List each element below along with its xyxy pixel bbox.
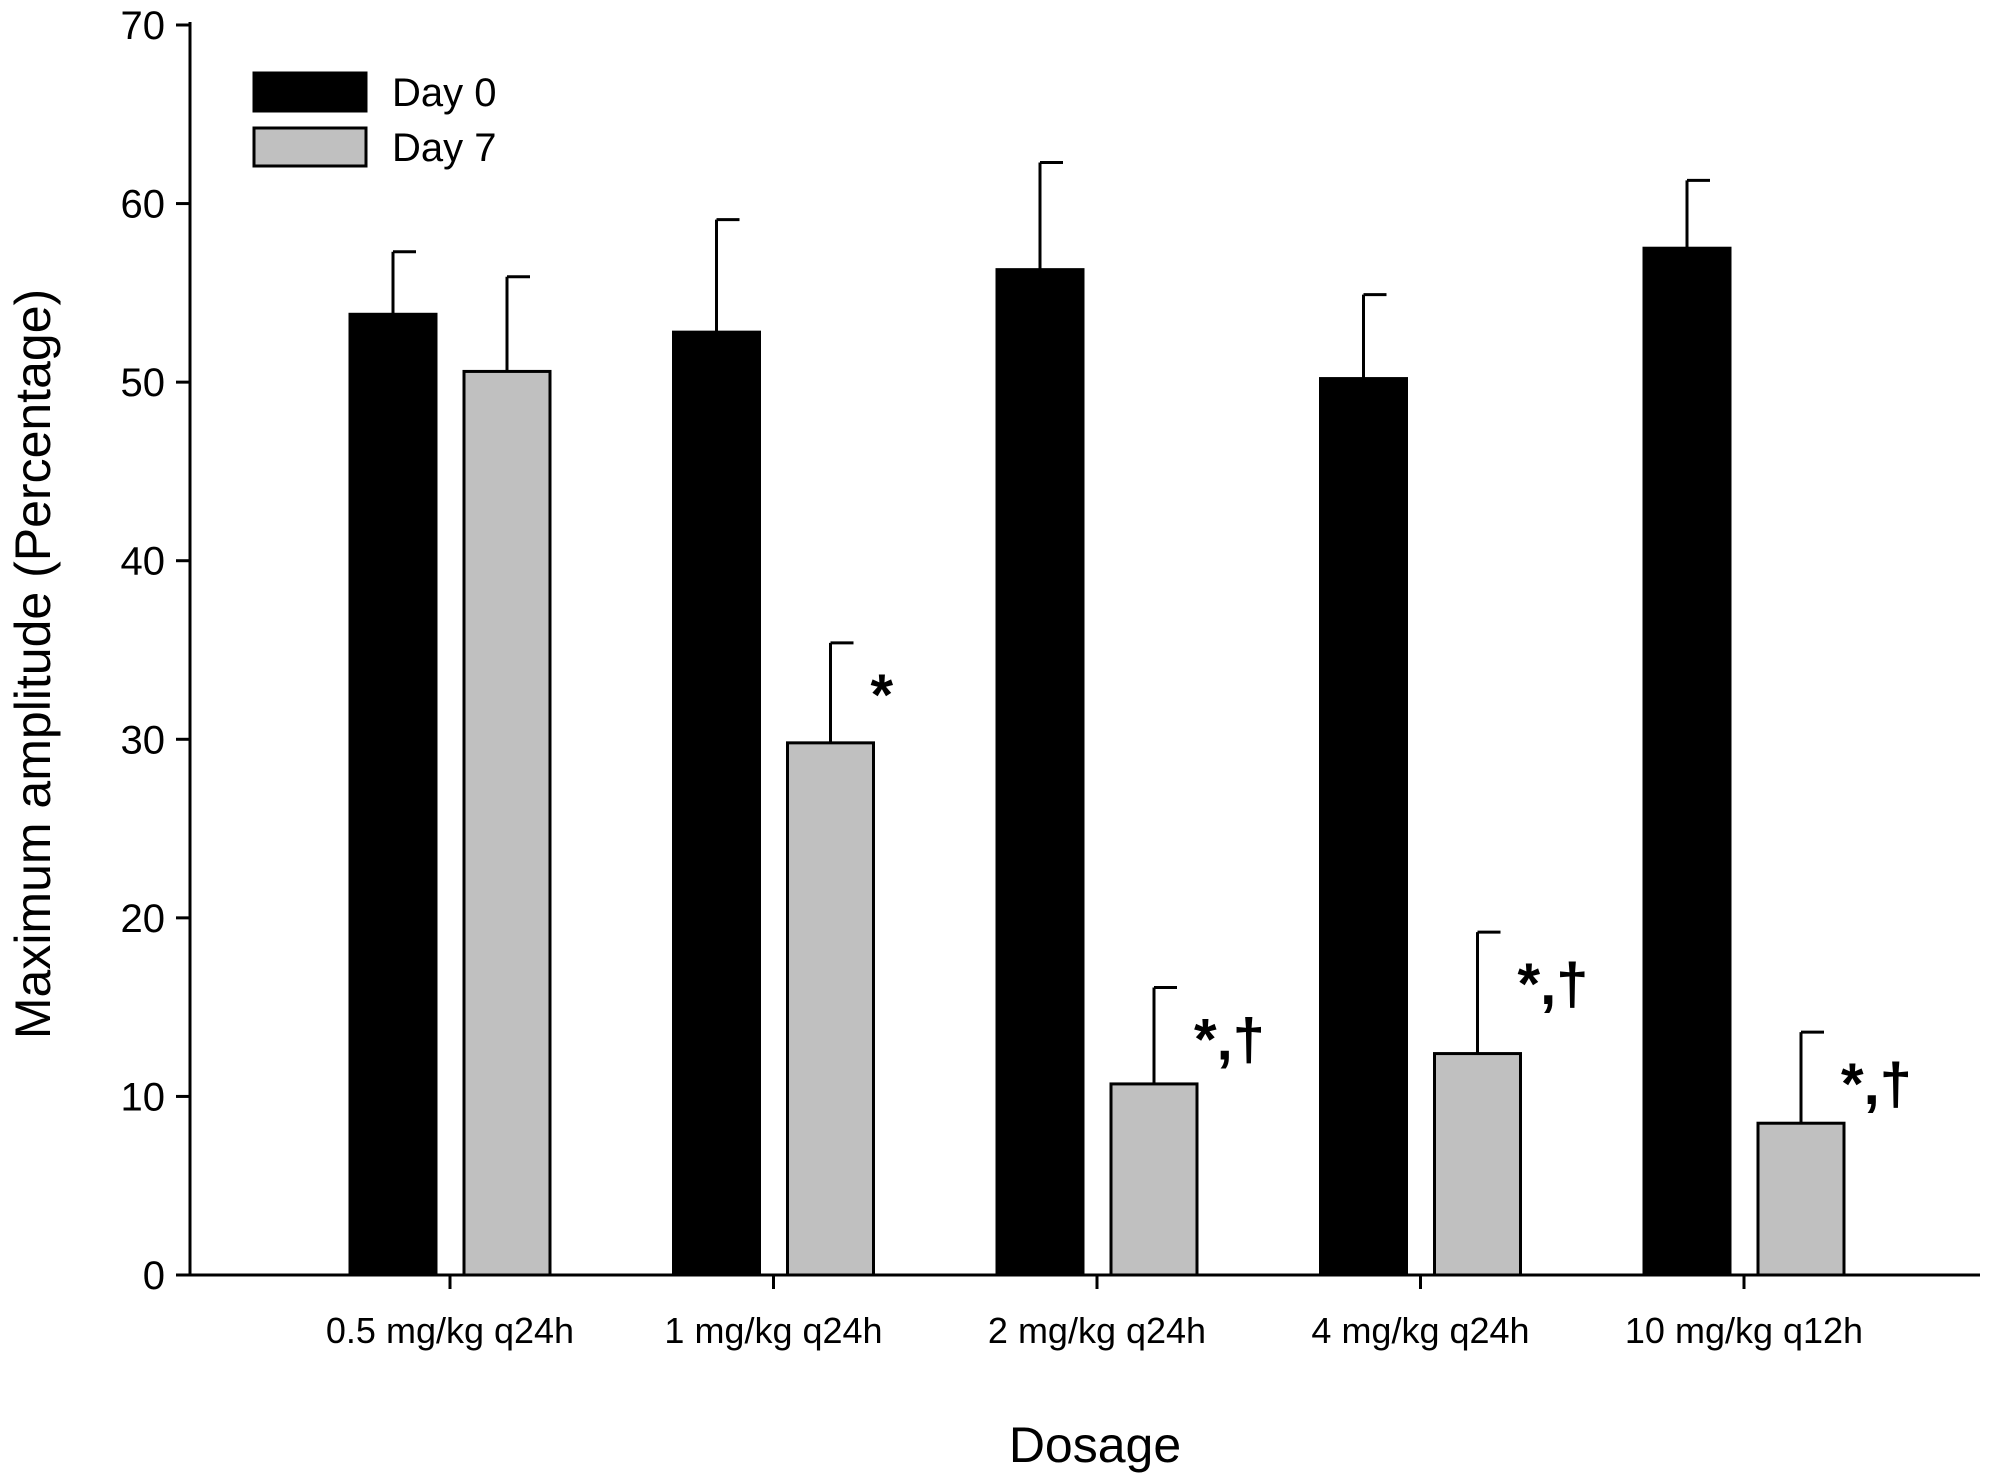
legend-swatch-day-7 — [252, 126, 368, 168]
axes-group: 0 10 20 30 40 50 60 70 0.5 mg/kg q24h 1 mg/kg q24… — [121, 4, 1980, 1351]
y-tick-label: 50 — [121, 361, 166, 405]
x-tick-label: 4 mg/kg q24h — [1311, 1310, 1529, 1351]
x-tick-label: 2 mg/kg q24h — [988, 1310, 1206, 1351]
y-tick-label: 70 — [121, 4, 166, 48]
bars-group — [348, 246, 1846, 1277]
legend-swatch-day-0 — [252, 71, 368, 113]
bar-day-0-0 — [348, 312, 438, 1277]
bar-day-0-4 — [1642, 246, 1732, 1277]
significance-marker: *,† — [1518, 952, 1589, 1017]
bar-day-7-4 — [1756, 1121, 1846, 1277]
x-tick-label: 10 mg/kg q12h — [1625, 1310, 1863, 1351]
significance-marker: *,† — [1841, 1052, 1912, 1117]
y-axis-title: Maximum amplitude (Percentage) — [5, 289, 61, 1039]
legend-label: Day 7 — [392, 126, 497, 170]
y-tick-label: 20 — [121, 897, 166, 941]
y-tick-label: 40 — [121, 540, 166, 584]
y-tick-label: 0 — [143, 1254, 165, 1298]
y-tick-label: 30 — [121, 718, 166, 762]
bar-day-7-3 — [1433, 1052, 1522, 1277]
bar-day-7-1 — [786, 741, 875, 1277]
y-tick-label: 60 — [121, 183, 166, 227]
y-tick-label: 10 — [121, 1075, 166, 1119]
bar-day-0-2 — [995, 268, 1085, 1277]
x-tick-label: 1 mg/kg q24h — [664, 1310, 882, 1351]
error-bars-group — [391, 161, 1824, 1124]
x-axis-title: Dosage — [1009, 1417, 1181, 1473]
significance-marker: *,† — [1194, 1008, 1265, 1073]
significance-marker: * — [871, 663, 894, 728]
bar-day-0-1 — [672, 330, 761, 1277]
legend: Day 0 Day 7 — [252, 71, 497, 170]
legend-label: Day 0 — [392, 71, 497, 115]
bar-day-7-2 — [1109, 1082, 1199, 1277]
bar-day-7-0 — [462, 369, 552, 1277]
annotations-group: * *,† *,† *,† — [871, 663, 1912, 1117]
bar-day-0-3 — [1319, 377, 1408, 1277]
x-tick-label: 0.5 mg/kg q24h — [326, 1310, 574, 1351]
